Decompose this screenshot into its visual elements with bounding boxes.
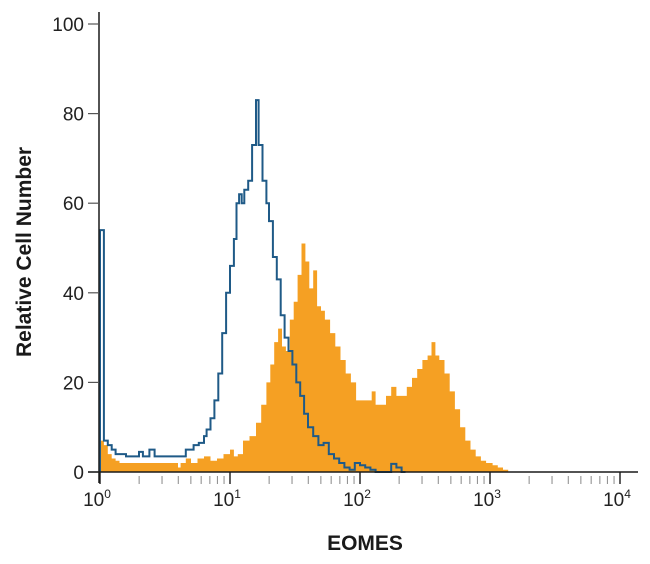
y-tick-label: 40: [63, 284, 84, 305]
x-axis-title: EOMES: [327, 532, 403, 555]
x-tick-label: 101: [213, 487, 241, 511]
y-tick-label: 0: [73, 463, 84, 484]
y-tick-label: 60: [63, 194, 84, 215]
y-axis-title: Relative Cell Number: [13, 147, 36, 357]
x-tick-label: 102: [343, 487, 371, 511]
y-tick-label: 100: [52, 15, 84, 36]
y-tick-label: 80: [63, 105, 84, 126]
y-tick-label: 20: [63, 373, 84, 394]
x-tick-label: 103: [473, 487, 501, 511]
stained-histogram-fill: [100, 243, 513, 472]
x-axis: 100 101 102 103 104: [83, 471, 638, 511]
y-axis: 0 20 40 60 80 100: [52, 12, 100, 484]
x-tick-label: 104: [603, 487, 631, 511]
x-tick-label: 100: [83, 487, 111, 511]
plot-area: [99, 99, 513, 473]
control-histogram-line: [99, 99, 406, 473]
